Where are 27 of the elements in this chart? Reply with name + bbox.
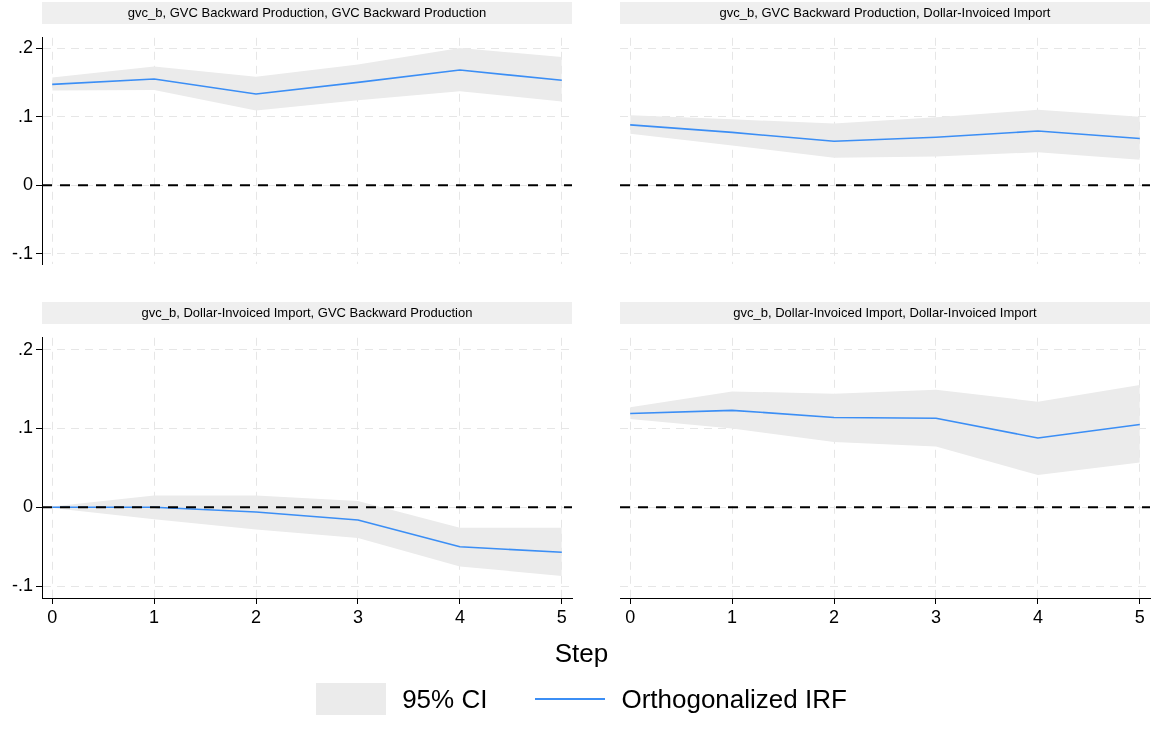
y-tick-label: .1 (17, 105, 33, 126)
x-axis-title: Step (553, 638, 610, 669)
chart-title: gvc_b, GVC Backward Production, GVC Backward Production (42, 2, 572, 24)
y-tick-label: 0 (22, 174, 33, 195)
y-tick-label: -.1 (11, 242, 33, 263)
x-tick-label: 0 (625, 606, 636, 627)
chart-title: gvc_b, Dollar-Invoiced Import, GVC Backward Production (42, 302, 572, 324)
x-tick-label: 1 (149, 606, 160, 627)
x-tick-label: 2 (829, 606, 840, 627)
text: 95% CI (402, 683, 488, 715)
x-tick-label: 4 (1032, 606, 1043, 627)
chart-title: gvc_b, GVC Backward Production, Dollar-Invoiced Import (620, 2, 1150, 24)
chart-title: gvc_b, Dollar-Invoiced Import, Dollar-Invoiced Import (620, 302, 1150, 324)
y-tick-label: .2 (17, 338, 33, 359)
x-tick-label: 3 (930, 606, 941, 627)
x-tick-label: 3 (352, 606, 363, 627)
x-tick-label: 0 (47, 606, 58, 627)
y-tick-label: .2 (17, 37, 33, 58)
y-tick-label: 0 (22, 496, 33, 517)
x-tick-label: 2 (251, 606, 262, 627)
x-tick-label: 4 (454, 606, 465, 627)
x-tick-label: 5 (556, 606, 567, 627)
x-tick-label: 5 (1134, 606, 1145, 627)
y-tick-label: -.1 (11, 575, 33, 596)
legend-label: Orthogonalized IRF (621, 683, 847, 715)
x-tick-label: 1 (727, 606, 738, 627)
y-tick-label: .1 (17, 417, 33, 438)
